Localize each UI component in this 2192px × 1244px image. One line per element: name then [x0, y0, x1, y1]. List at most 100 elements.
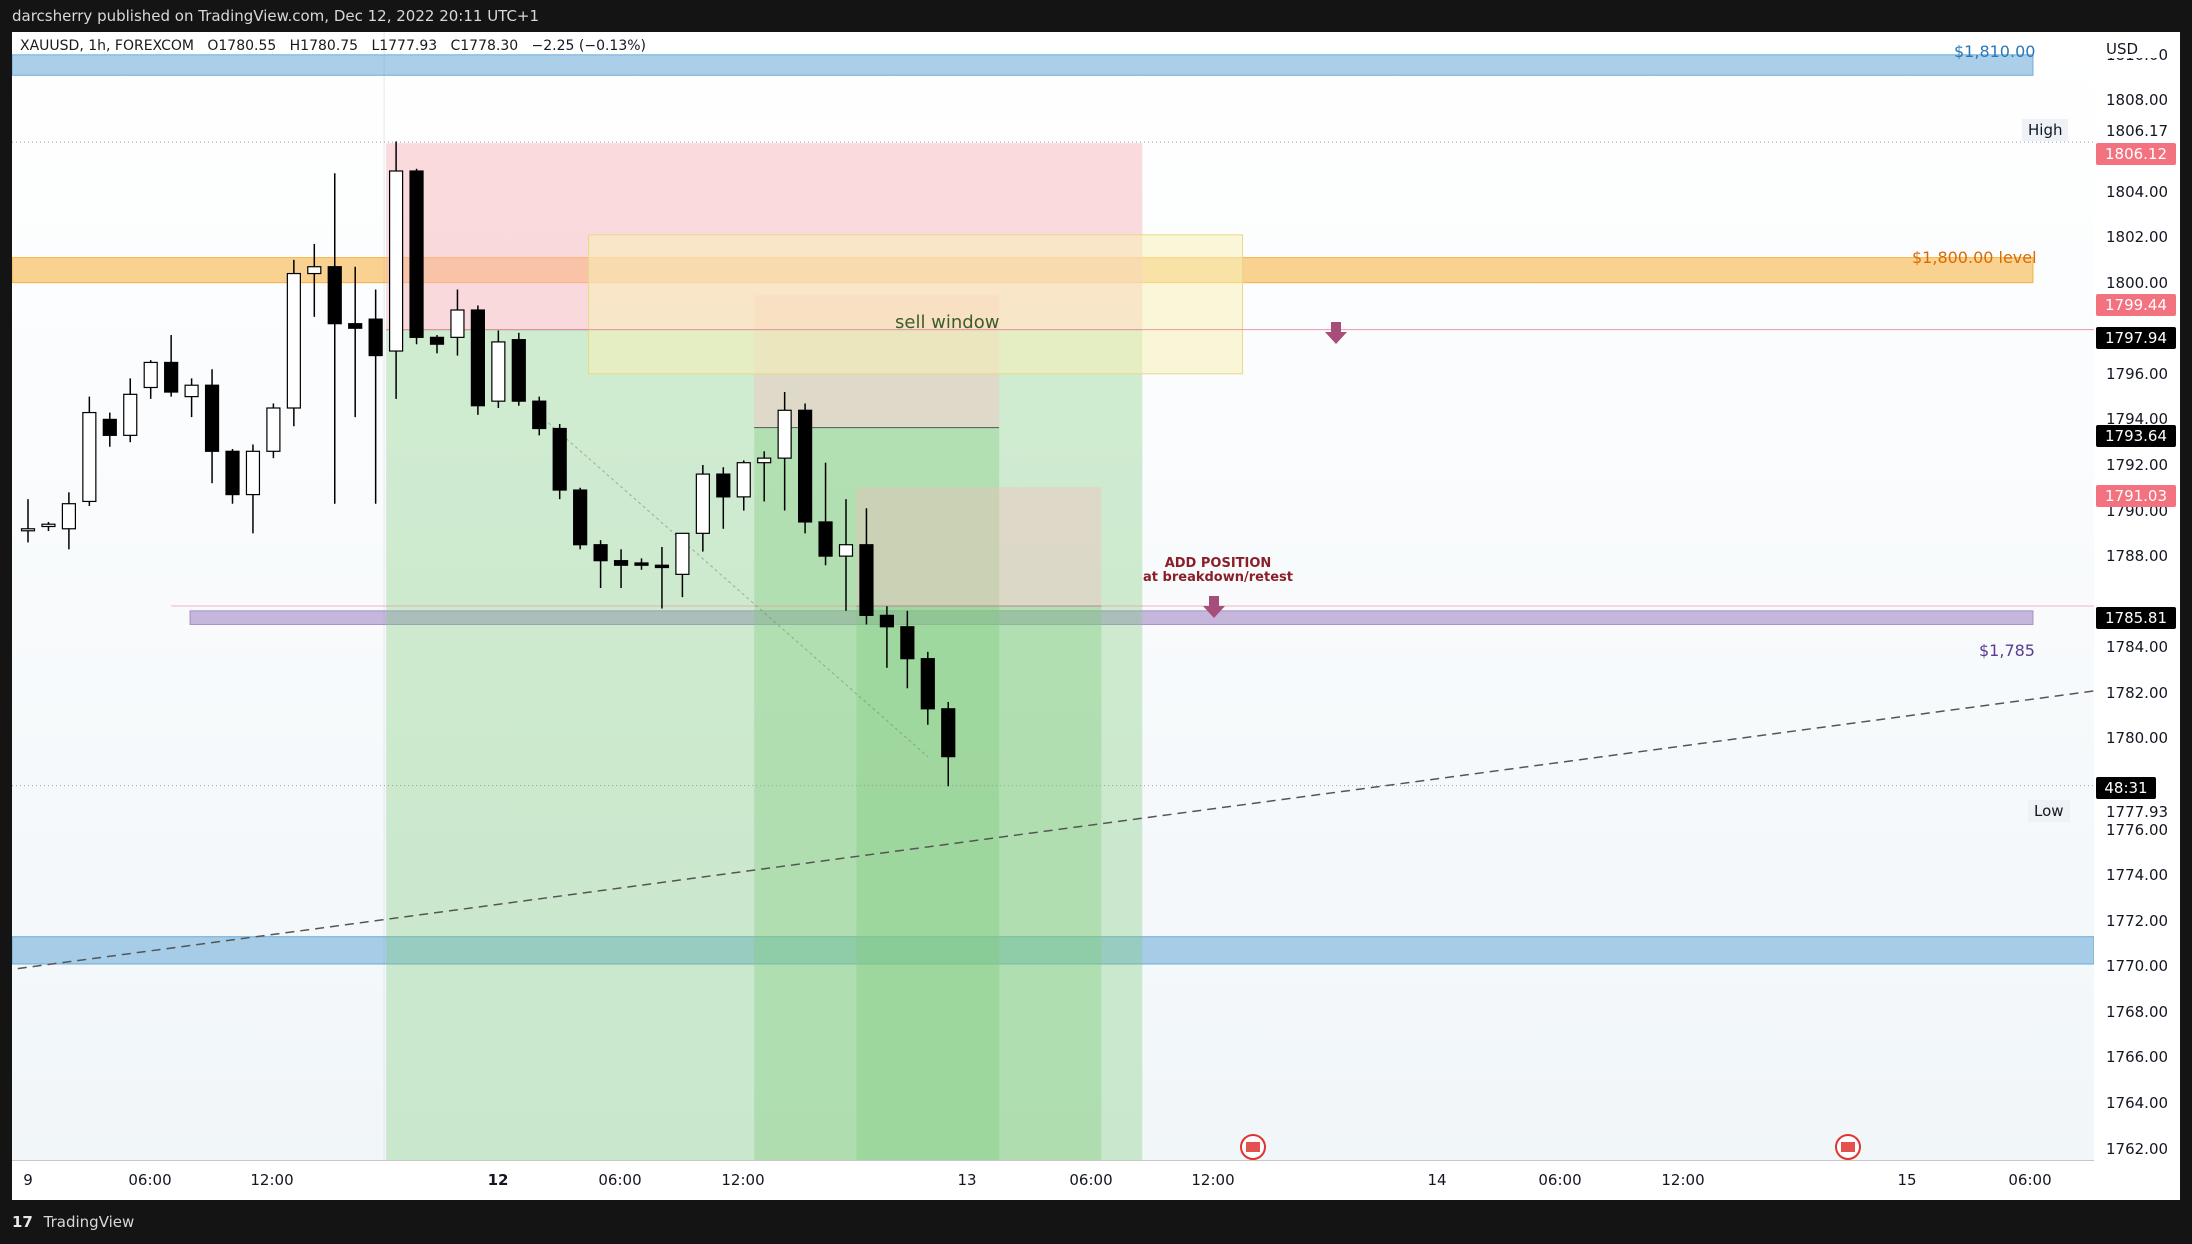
price-tick: 1792.00	[2106, 455, 2169, 474]
time-tick: 14	[1427, 1171, 1447, 1189]
zone-3	[189, 610, 2034, 625]
candle-body	[941, 708, 956, 758]
candle-body	[368, 318, 383, 357]
candle-body	[859, 544, 874, 616]
candle-body	[613, 560, 629, 566]
time-axis[interactable]: 9 06:00 12:00 12 06:00 12:00 13 06:00 12:00 14 06:…	[12, 1160, 2094, 1200]
candle-body	[266, 407, 281, 452]
candle-body	[491, 341, 506, 402]
time-tick: 12	[487, 1171, 509, 1189]
price-tick: 1784.00	[2106, 638, 2169, 657]
position-2-target-zone	[754, 427, 1000, 1160]
label-1800-level: $1,800.00 level	[1912, 248, 2037, 267]
position-3-stop-zone	[856, 487, 1102, 607]
label-1810-zone: $1,810.00	[1954, 42, 2036, 61]
price-tick: 1774.00	[2106, 866, 2169, 885]
candle-body	[164, 361, 179, 393]
candle-body	[838, 544, 854, 557]
candle-body	[920, 658, 935, 710]
candle-body	[123, 393, 138, 436]
axis-corner	[2094, 1160, 2180, 1200]
time-tick: 9	[23, 1171, 33, 1189]
high-marker-label: High	[2022, 119, 2069, 141]
price-tick: 1768.00	[2106, 1002, 2169, 1021]
candle-body	[757, 457, 772, 464]
price-tick: 1782.00	[2106, 683, 2169, 702]
time-tick: 06:00	[598, 1171, 642, 1189]
price-tick: 1770.00	[2106, 957, 2169, 976]
candle-body	[532, 400, 547, 430]
time-tick: 15	[1897, 1171, 1917, 1189]
open-value: O1780.55	[207, 38, 277, 54]
plot-area[interactable]: XAUUSD, 1h, FOREXCOM O1780.55 H1780.75 L…	[12, 32, 2094, 1160]
time-tick: 13	[957, 1171, 977, 1189]
price-tick: 1794.00	[2106, 410, 2169, 429]
badge-entry-1797-94: 1797.94	[2096, 327, 2176, 349]
footer-bar: 17 TradingView	[0, 1200, 2192, 1244]
candle-body	[307, 266, 322, 275]
ohlc-legend: XAUUSD, 1h, FOREXCOM O1780.55 H1780.75 L…	[20, 38, 646, 54]
candle-body	[552, 427, 567, 491]
candle-body	[389, 170, 404, 352]
add-position-arrow-icon	[1203, 596, 1225, 618]
candle-body	[20, 528, 36, 532]
symbol-label[interactable]: XAUUSD, 1h, FOREXCOM	[20, 38, 195, 54]
change-value: −2.25 (−0.13%)	[531, 38, 647, 54]
candle-body	[409, 170, 424, 338]
price-tick: 1780.00	[2106, 729, 2169, 748]
zone-1	[12, 54, 2034, 76]
time-tick: 12:00	[721, 1171, 765, 1189]
candle-body	[348, 323, 363, 329]
label-add-position: ADD POSITION at breakdown/retest	[1142, 557, 1294, 585]
time-tick: 12:00	[1191, 1171, 1235, 1189]
time-tick: 06:00	[128, 1171, 172, 1189]
countdown-badge: 48:31	[2096, 777, 2156, 799]
badge-stop-1799-44: 1799.44	[2096, 294, 2176, 316]
candle-body	[593, 544, 608, 562]
price-tick: 1764.00	[2106, 1094, 2169, 1113]
currency-label: USD	[2106, 40, 2159, 58]
price-tick: 1788.00	[2106, 547, 2169, 566]
price-tick: 1762.00	[2106, 1139, 2169, 1158]
close-value: C1778.30	[450, 38, 519, 54]
high-value: H1780.75	[289, 38, 359, 54]
candle-body	[429, 336, 445, 345]
time-tick: 12:00	[1661, 1171, 1705, 1189]
badge-stop-1806-12: 1806.12	[2096, 143, 2176, 165]
candle-body	[900, 626, 915, 660]
price-tick: 1796.00	[2106, 364, 2169, 383]
price-axis[interactable]: 1810.001808.001804.001802.001800.001796.…	[2094, 32, 2180, 1200]
candle-body	[777, 409, 792, 459]
us-event-flag-icon-stripes	[1841, 1142, 1855, 1152]
chart-canvas[interactable]	[12, 32, 2094, 1160]
zone-4	[12, 936, 2094, 965]
candle-body	[41, 523, 56, 528]
time-tick: 06:00	[1538, 1171, 1582, 1189]
candle-body	[61, 503, 77, 530]
candle-body	[511, 339, 526, 402]
candle-body	[879, 614, 895, 628]
position-3-target-zone	[856, 606, 1102, 1160]
candle-body	[654, 564, 670, 569]
candle-body	[286, 272, 301, 409]
low-price-label: 1777.93	[2106, 803, 2169, 821]
low-value: L1777.93	[371, 38, 438, 54]
price-tick: 1808.00	[2106, 91, 2169, 110]
candle-body	[82, 411, 97, 503]
tradingview-logo-icon: 17	[12, 1213, 33, 1231]
publisher-bar: darcsherry published on TradingView.com,…	[0, 0, 2192, 32]
badge-entry-1793-64: 1793.64	[2096, 425, 2176, 447]
price-tick: 1772.00	[2106, 911, 2169, 930]
price-tick: 1800.00	[2106, 273, 2169, 292]
candle-body	[695, 473, 710, 534]
pattern-guide-line	[538, 414, 929, 758]
sell-arrow-icon	[1325, 322, 1347, 344]
publisher-text: darcsherry published on TradingView.com,…	[12, 7, 540, 25]
candle-body	[143, 361, 158, 389]
candle-body	[327, 266, 342, 325]
candle-body	[184, 384, 199, 398]
badge-entry-1785-81: 1785.81	[2096, 607, 2176, 629]
candle-body	[797, 409, 813, 523]
candle-body	[573, 489, 588, 546]
